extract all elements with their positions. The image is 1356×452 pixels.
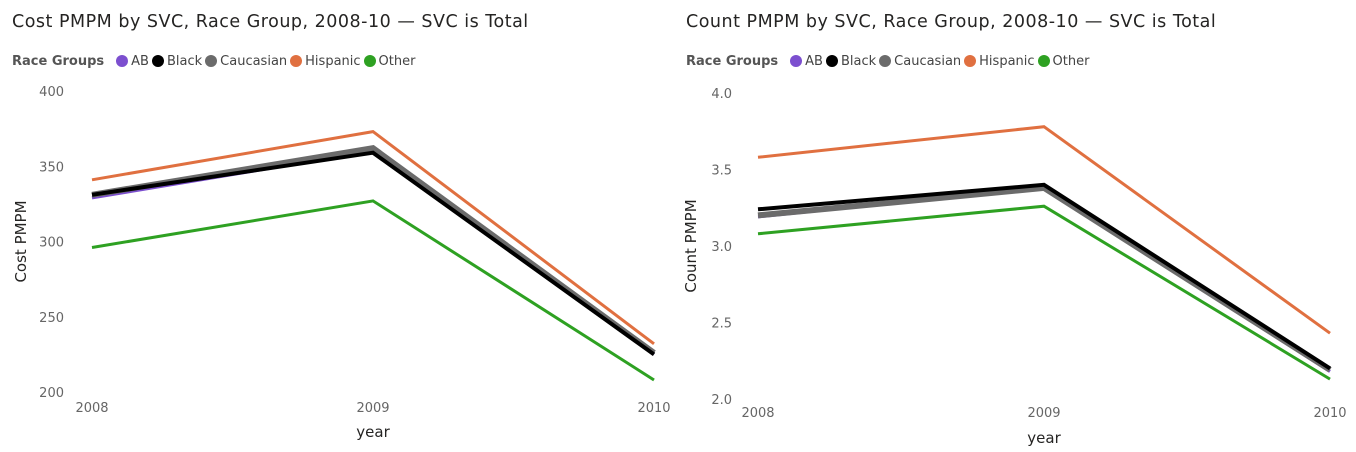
legend-items: AB Black Caucasian Hispanic Other [790,54,1092,69]
legend-label: Hispanic [305,53,361,69]
series-line-hispanic[interactable] [757,125,1331,335]
y-tick-label: 250 [39,311,64,326]
x-axis-title: year [356,423,390,441]
plot-area: 2.0 2.5 3.0 3.5 4.0 2008 2009 2010 year Count PMP… [682,87,1346,447]
x-axis-title: year [1027,429,1061,447]
y-tick-label: 2.5 [711,317,732,332]
y-tick-label: 3.5 [711,164,732,179]
legend-item-other[interactable]: Other [363,53,416,69]
legend-item-hispanic[interactable]: Hispanic [290,53,361,69]
y-axis-title: Count PMPM [682,199,700,292]
series-line-ab[interactable] [757,186,1331,373]
legend-label: AB [805,53,823,69]
legend-dot [964,55,977,67]
legend-title: Race Groups [686,53,779,69]
legend: Race Groups AB Black Caucasian Hispanic Othe… [686,52,1092,70]
legend-dot [825,55,838,67]
series-line-black[interactable] [757,182,1332,371]
legend-item-caucasian[interactable]: Caucasian [879,54,961,69]
plot-area: 200 250 300 350 400 2008 2009 2010 year Cost PMPM [12,85,671,441]
legend-item-hispanic[interactable]: Hispanic [964,53,1035,69]
legend-item-black[interactable]: Black [151,53,203,69]
cost-pmpm-chart: Cost PMPM by SVC, Race Group, 2008-10 — … [0,0,672,452]
legend-item-black[interactable]: Black [825,53,877,69]
legend-item-other[interactable]: Other [1037,53,1090,69]
x-tick-label: 2009 [356,401,389,416]
x-tick-label: 2008 [741,406,774,421]
legend-label: Hispanic [979,53,1035,69]
y-tick-label: 350 [39,160,64,175]
series-line-caucasian[interactable] [757,184,1332,373]
series-line-other[interactable] [91,199,655,382]
legend-dot [116,55,129,67]
y-tick-label: 400 [39,85,64,100]
legend-dot [290,55,303,67]
legend-item-ab[interactable]: AB [116,54,149,69]
legend-label: Black [840,53,877,69]
series-line-other[interactable] [757,204,1331,381]
series-line-hispanic[interactable] [91,130,655,345]
chart-title: Count PMPM by SVC, Race Group, 2008-10 —… [686,12,1217,32]
x-tick-label: 2010 [1313,406,1346,421]
x-tick-label: 2009 [1027,406,1060,421]
y-tick-label: 2.0 [711,393,732,408]
legend-dot [879,55,892,67]
legend-items: AB Black Caucasian Hispanic Other [116,54,418,69]
legend-label: Other [1052,53,1090,69]
y-tick-label: 3.0 [711,240,732,255]
legend-dot [1037,55,1050,67]
y-axis-title: Cost PMPM [12,200,30,282]
legend: Race Groups AB Black Caucasian Hispanic Othe… [12,52,418,70]
legend-item-caucasian[interactable]: Caucasian [205,54,287,69]
legend-label: Black [166,53,203,69]
y-tick-label: 200 [39,386,64,401]
x-tick-label: 2010 [637,401,670,416]
series-line-black[interactable] [91,150,656,357]
legend-dot [151,55,164,67]
x-tick-label: 2008 [75,401,108,416]
legend-dot [205,55,218,67]
legend-item-ab[interactable]: AB [790,54,823,69]
legend-label: Other [378,53,416,69]
chart-title: Cost PMPM by SVC, Race Group, 2008-10 — … [12,12,529,32]
series-line-caucasian[interactable] [91,145,656,356]
y-tick-label: 300 [39,236,64,251]
legend-title: Race Groups [12,53,105,69]
y-tick-label: 4.0 [711,87,732,102]
legend-label: AB [131,53,149,69]
count-pmpm-chart: Count PMPM by SVC, Race Group, 2008-10 —… [674,0,1346,452]
legend-label: Caucasian [894,53,962,69]
legend-dot [790,55,803,67]
legend-label: Caucasian [220,53,288,69]
legend-dot [363,55,376,67]
